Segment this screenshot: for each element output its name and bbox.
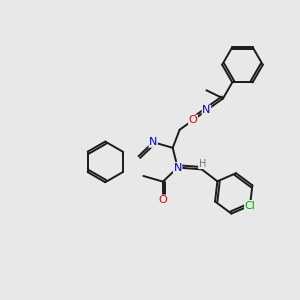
Text: O: O [159, 195, 167, 205]
Text: H: H [199, 159, 206, 169]
Text: N: N [149, 137, 158, 147]
Text: Cl: Cl [244, 200, 256, 211]
Text: O: O [189, 115, 197, 125]
Text: N: N [202, 105, 211, 116]
Text: N: N [173, 163, 182, 172]
